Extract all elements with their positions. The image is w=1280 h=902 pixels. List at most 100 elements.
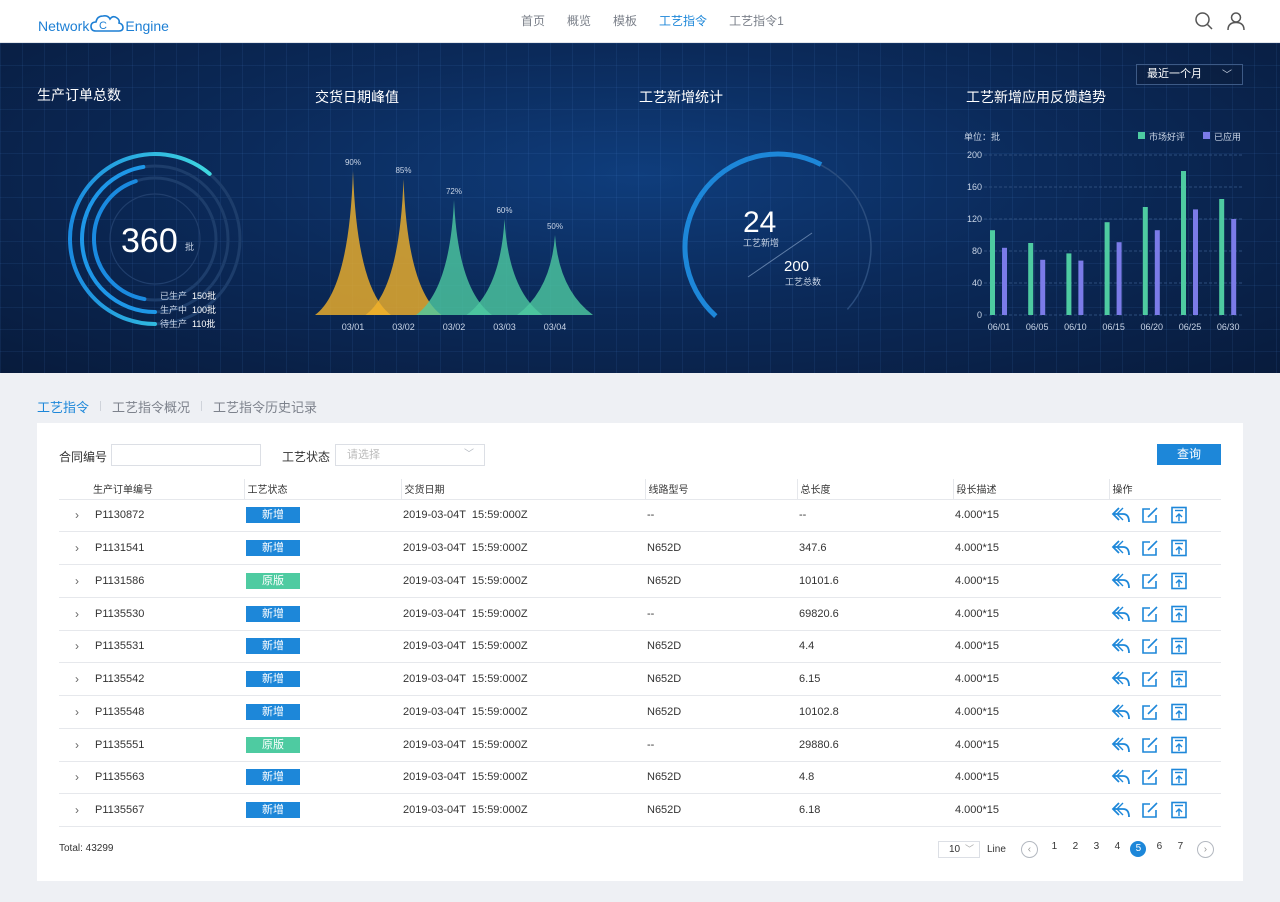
nav-item-3[interactable]: 工艺指令 (659, 14, 708, 28)
nav-item-0[interactable]: 首页 (521, 14, 546, 28)
reply-icon[interactable] (1111, 636, 1131, 656)
chevron-right-icon[interactable]: › (59, 662, 93, 696)
chevron-right-icon[interactable]: › (59, 597, 93, 631)
save-icon[interactable] (1169, 636, 1189, 656)
reply-icon[interactable] (1111, 800, 1131, 820)
trend-y-tick: 0 (977, 310, 982, 320)
total-length: 29880.6 (797, 728, 953, 762)
order-id: P1131586 (93, 564, 244, 598)
save-icon[interactable] (1169, 505, 1189, 525)
query-button[interactable]: 查询 (1157, 444, 1221, 465)
user-icon[interactable] (1226, 11, 1246, 31)
trend-bar (1028, 243, 1034, 315)
order-id: P1131541 (93, 531, 244, 565)
chevron-right-icon[interactable]: › (59, 564, 93, 598)
save-icon[interactable] (1169, 571, 1189, 591)
save-icon[interactable] (1169, 604, 1189, 624)
page-2[interactable]: 2 (1065, 841, 1086, 857)
save-icon[interactable] (1169, 735, 1189, 755)
page-6[interactable]: 6 (1149, 841, 1170, 857)
reply-icon[interactable] (1111, 505, 1131, 525)
edit-icon[interactable] (1140, 505, 1160, 525)
segment-desc: 4.000*15 (953, 531, 1109, 565)
peak-value-label: 85% (395, 166, 411, 175)
tab-divider (201, 401, 203, 411)
reply-icon[interactable] (1111, 604, 1131, 624)
save-icon[interactable] (1169, 702, 1189, 722)
trend-y-tick: 80 (972, 246, 982, 256)
period-select[interactable]: 最近一个月 ﹀ (1136, 64, 1243, 85)
edit-icon[interactable] (1140, 767, 1160, 787)
reply-icon[interactable] (1111, 571, 1131, 591)
table-row[interactable]: › P1135531 新增 2019-03-04T 15:59:000Z N652D 4.… (59, 630, 1221, 664)
prev-page-button[interactable]: ‹ (1020, 840, 1038, 858)
top-header: Network C Engine 首页 概览 模板 工艺指令 工艺指令1 (0, 0, 1280, 43)
table-row[interactable]: › P1131586 原版 2019-03-04T 15:59:000Z N652D 10… (59, 564, 1221, 598)
status-badge: 新增 (246, 703, 300, 720)
page-7[interactable]: 7 (1170, 841, 1191, 857)
orders-legend-label: 待生产 (160, 318, 187, 329)
contract-input[interactable] (111, 444, 261, 466)
nav-item-2[interactable]: 模板 (613, 14, 638, 28)
tab-1[interactable]: 工艺指令概况 (112, 399, 191, 415)
table-row[interactable]: › P1131541 新增 2019-03-04T 15:59:000Z N652D 34… (59, 531, 1221, 565)
table-row[interactable]: › P1135542 新增 2019-03-04T 15:59:000Z N652D 6.… (59, 662, 1221, 696)
table-row[interactable]: › P1135548 新增 2019-03-04T 15:59:000Z N652D 10… (59, 695, 1221, 729)
trend-x-tick: 06/20 (1141, 322, 1164, 332)
line-label: Line (987, 843, 1006, 855)
reply-icon[interactable] (1111, 669, 1131, 689)
reply-icon[interactable] (1111, 735, 1131, 755)
edit-icon[interactable] (1140, 604, 1160, 624)
page-1[interactable]: 1 (1044, 841, 1065, 857)
table-row[interactable]: › P1130872 新增 2019-03-04T 15:59:000Z -- -- 4.0… (59, 499, 1221, 533)
chevron-right-icon[interactable]: › (59, 793, 93, 827)
chevron-right-icon[interactable]: › (59, 499, 93, 533)
edit-icon[interactable] (1140, 800, 1160, 820)
chevron-right-icon[interactable]: › (59, 728, 93, 762)
edit-icon[interactable] (1140, 702, 1160, 722)
table-row[interactable]: › P1135563 新增 2019-03-04T 15:59:000Z N652D 4.… (59, 761, 1221, 795)
edit-icon[interactable] (1140, 669, 1160, 689)
edit-icon[interactable] (1140, 735, 1160, 755)
save-icon[interactable] (1169, 800, 1189, 820)
search-icon[interactable] (1194, 11, 1214, 31)
chevron-right-icon[interactable]: › (59, 630, 93, 664)
status-cell: 新增 (244, 499, 401, 533)
page-size-select[interactable]: 10 ﹀ (938, 840, 980, 858)
page-3[interactable]: 3 (1086, 841, 1107, 857)
chevron-right-icon[interactable]: › (59, 695, 93, 729)
save-icon[interactable] (1169, 669, 1189, 689)
trend-y-tick: 160 (967, 182, 982, 192)
table-row[interactable]: › P1135530 新增 2019-03-04T 15:59:000Z -- 69820… (59, 597, 1221, 631)
edit-icon[interactable] (1140, 636, 1160, 656)
edit-icon[interactable] (1140, 538, 1160, 558)
reply-icon[interactable] (1111, 538, 1131, 558)
trend-bar (1104, 222, 1110, 315)
tab-2[interactable]: 工艺指令历史记录 (213, 399, 318, 415)
tab-0[interactable]: 工艺指令 (37, 399, 90, 415)
nav-item-1[interactable]: 概览 (567, 14, 592, 28)
chevron-right-icon[interactable]: › (59, 531, 93, 565)
save-icon[interactable] (1169, 538, 1189, 558)
trend-bar (1116, 242, 1122, 315)
logo[interactable]: Network C Engine (38, 10, 169, 34)
line-model: N652D (645, 695, 797, 729)
delivery-date: 2019-03-04T 15:59:000Z (401, 662, 645, 696)
save-icon[interactable] (1169, 767, 1189, 787)
status-select-placeholder: 请选择 (347, 449, 380, 461)
reply-icon[interactable] (1111, 702, 1131, 722)
operations-cell (1109, 793, 1221, 827)
nav-item-4[interactable]: 工艺指令1 (729, 14, 784, 28)
legend-label: 已应用 (1214, 131, 1241, 142)
page-4[interactable]: 4 (1107, 841, 1128, 857)
page-5[interactable]: 5 (1128, 841, 1149, 857)
edit-icon[interactable] (1140, 571, 1160, 591)
table-row[interactable]: › P1135551 原版 2019-03-04T 15:59:000Z -- 29880… (59, 728, 1221, 762)
next-page-button[interactable]: › (1196, 840, 1214, 858)
chevron-right-icon[interactable]: › (59, 761, 93, 795)
page-number: 7 (1177, 841, 1184, 852)
reply-icon[interactable] (1111, 767, 1131, 787)
table-row[interactable]: › P1135567 新增 2019-03-04T 15:59:000Z N652D 6.… (59, 793, 1221, 827)
status-select[interactable]: 请选择 ﹀ (335, 444, 485, 466)
segment-desc: 4.000*15 (953, 728, 1109, 762)
